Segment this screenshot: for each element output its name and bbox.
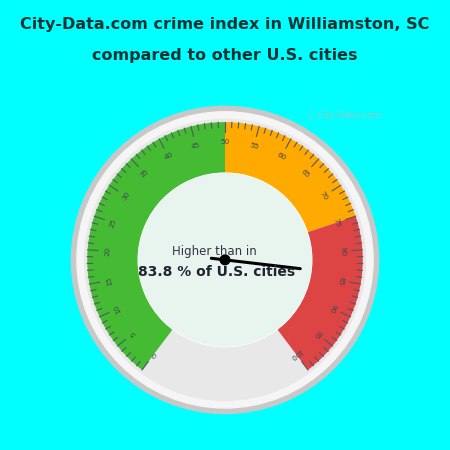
Text: 90: 90 (328, 303, 337, 314)
Text: 65: 65 (300, 168, 310, 179)
Text: 95: 95 (312, 328, 322, 339)
Text: City-Data.com crime index in Williamston, SC: City-Data.com crime index in Williamston… (20, 17, 430, 32)
Text: 25: 25 (109, 217, 117, 228)
Circle shape (220, 255, 230, 265)
Circle shape (139, 174, 311, 346)
Circle shape (72, 106, 378, 414)
Text: compared to other U.S. cities: compared to other U.S. cities (92, 48, 358, 63)
Text: 60: 60 (276, 152, 287, 161)
Text: 30: 30 (121, 190, 131, 202)
Wedge shape (225, 122, 356, 232)
Wedge shape (277, 216, 363, 370)
Text: 50: 50 (220, 139, 230, 145)
Text: ⓘ City-Data.com: ⓘ City-Data.com (309, 111, 381, 120)
Text: Higher than in: Higher than in (171, 245, 256, 258)
Text: 40: 40 (163, 152, 174, 161)
Text: 70: 70 (319, 190, 329, 202)
Text: 80: 80 (339, 247, 346, 256)
Text: 75: 75 (333, 217, 341, 228)
Circle shape (85, 119, 365, 400)
Text: 100: 100 (288, 347, 303, 360)
Text: 0: 0 (150, 350, 158, 358)
Text: 15: 15 (105, 275, 113, 286)
Text: 35: 35 (140, 168, 150, 179)
Text: 83.8 % of U.S. cities: 83.8 % of U.S. cities (138, 265, 295, 279)
Text: 85: 85 (337, 275, 345, 286)
Circle shape (138, 173, 312, 346)
Text: 55: 55 (249, 142, 259, 150)
Wedge shape (87, 122, 225, 370)
Text: 20: 20 (104, 247, 111, 256)
Circle shape (77, 112, 373, 408)
Text: 10: 10 (113, 303, 122, 314)
Text: 5: 5 (129, 330, 137, 337)
Text: 45: 45 (191, 142, 201, 150)
